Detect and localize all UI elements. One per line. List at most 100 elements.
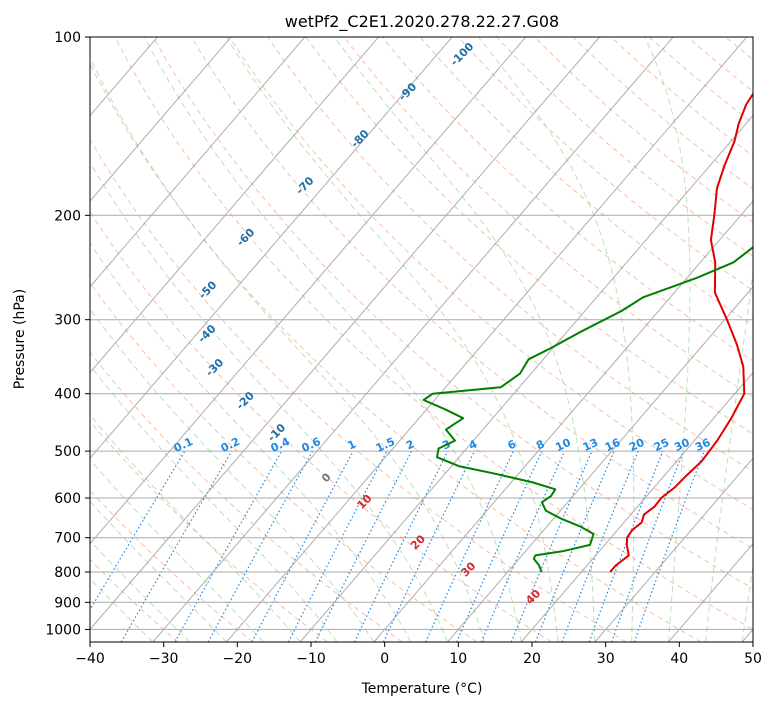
y-tick-label: 100 <box>54 30 81 46</box>
dry-adiabat-line <box>90 62 702 642</box>
isotherm-line <box>90 37 306 288</box>
mixing-ratio-line <box>561 450 639 642</box>
dry-adiabat-line <box>229 37 753 511</box>
mixing-ratio-label: 25 <box>652 436 671 454</box>
dry-adiabat-line <box>190 37 753 550</box>
isotherm-line <box>741 628 753 642</box>
dry-adiabat-line <box>90 138 627 642</box>
y-tick-label: 200 <box>54 208 81 224</box>
mixing-ratio-label: 13 <box>581 436 600 454</box>
isotherm-line <box>373 200 753 642</box>
mixing-ratio-label: 16 <box>603 436 623 454</box>
adiabat-label: -20 <box>234 389 257 412</box>
mixing-ratio-line <box>251 450 354 642</box>
plot-frame <box>89 36 754 643</box>
adiabat-label: -40 <box>195 322 218 345</box>
moist-adiabat-line <box>90 242 412 642</box>
mixing-ratio-line <box>382 450 476 642</box>
dry-adiabat-line <box>90 211 552 642</box>
dry-adiabat-line <box>496 37 753 257</box>
mixing-ratio-label: 2 <box>404 437 416 452</box>
moist-adiabat-line <box>90 161 448 642</box>
y-tick-label: 300 <box>54 313 81 329</box>
x-tick-label: 50 <box>744 651 762 667</box>
y-tick-label: 800 <box>54 565 81 581</box>
isotherm-line <box>152 37 674 642</box>
mixing-ratio-label: 0.2 <box>219 435 242 455</box>
dry-adiabat-line <box>152 37 753 590</box>
moist-adiabat-line <box>741 563 753 642</box>
dry-adiabat-line <box>725 37 753 61</box>
mixing-ratio-line <box>534 450 615 642</box>
mixing-ratio-line <box>611 450 685 642</box>
isotherm-line <box>90 37 453 459</box>
mixing-ratio-line <box>633 450 705 642</box>
isotherm-line <box>90 37 601 631</box>
moist-adiabat-line <box>90 540 191 642</box>
dry-adiabat-line <box>114 37 753 630</box>
mixing-ratio-label: 10 <box>553 436 573 454</box>
dry-adiabat-line <box>90 489 254 642</box>
isotherm-line <box>299 114 753 642</box>
isotherm-line <box>520 371 753 642</box>
mixing-ratio-line <box>120 450 233 642</box>
y-axis-label: Pressure (hPa) <box>12 289 28 389</box>
moist-adiabat-line <box>90 56 485 642</box>
isotherm-line <box>594 457 753 642</box>
x-tick-label: 40 <box>670 651 688 667</box>
y-tick-label: 900 <box>54 595 81 611</box>
x-tick-label: −10 <box>296 651 326 667</box>
adiabat-label: 0 <box>319 470 334 485</box>
chart-title: wetPf2_C2E1.2020.278.22.27.G08 <box>285 12 559 32</box>
y-tick-label: 1000 <box>45 622 81 638</box>
x-tick-label: −40 <box>75 651 105 667</box>
isotherm-line <box>90 37 380 374</box>
moist-adiabat-line <box>143 37 522 642</box>
adiabat-label: -30 <box>203 356 226 379</box>
moist-adiabat-line <box>477 37 635 642</box>
adiabat-label: -90 <box>396 80 419 103</box>
mixing-ratio-line <box>510 450 593 642</box>
mixing-ratio-line <box>207 450 314 642</box>
adiabat-label: -100 <box>448 40 477 69</box>
mixing-ratio-line <box>287 450 388 642</box>
isotherm-line <box>668 542 753 642</box>
adiabat-label: -70 <box>293 174 316 197</box>
x-axis-label: Temperature (°C) <box>361 681 483 697</box>
dry-adiabat-line <box>305 37 753 435</box>
adiabat-label: -60 <box>234 226 257 249</box>
mixing-ratio-label: 1 <box>346 437 358 452</box>
y-tick-label: 500 <box>54 444 81 460</box>
isotherm-line <box>90 37 527 545</box>
dry-adiabat-line <box>90 420 328 642</box>
x-tick-label: 0 <box>380 651 389 667</box>
temperature-profile-line <box>609 92 753 573</box>
moist-adiabat-line <box>90 308 375 642</box>
mixing-ratio-line <box>174 450 283 642</box>
moist-adiabat-line <box>90 459 264 642</box>
y-tick-label: 600 <box>54 491 81 507</box>
dewpoint-profile-line <box>422 246 753 573</box>
x-tick-label: 20 <box>523 651 541 667</box>
y-tick-label: 700 <box>54 531 81 547</box>
dry-adiabat-line <box>419 37 753 327</box>
mixing-ratio-label: 36 <box>693 436 713 454</box>
dry-adiabat-line <box>572 37 753 190</box>
dry-adiabat-line <box>343 37 753 398</box>
moist-adiabat-line <box>704 269 753 642</box>
moist-adiabat-line <box>225 37 559 642</box>
dry-adiabat-line <box>534 37 753 223</box>
isotherm-line <box>226 37 748 642</box>
moist-adiabat-line <box>90 578 154 642</box>
adiabat-label: 10 <box>355 492 375 512</box>
mixing-ratio-line <box>314 450 413 642</box>
x-tick-label: −20 <box>223 651 253 667</box>
moist-adiabat-line <box>333 37 596 642</box>
moist-adiabat-line <box>90 500 227 642</box>
dry-adiabat-line <box>687 37 753 92</box>
dry-adiabat-line <box>610 37 753 157</box>
dry-adiabat-line <box>90 281 478 642</box>
adiabat-label: 20 <box>408 532 428 552</box>
mixing-ratio-label: 20 <box>627 436 647 454</box>
